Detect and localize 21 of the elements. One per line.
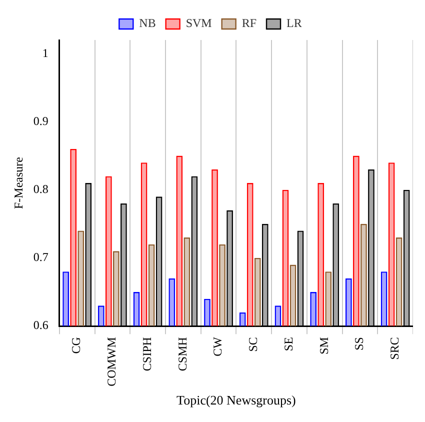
x-tick-label: SS [352,337,366,350]
x-tick-label: COMWM [104,336,119,386]
y-tick-label: 0.6 [33,318,48,332]
legend-label: LR [286,16,302,30]
x-tick-label: CSMH [175,336,190,372]
x-tick-label: SE [281,337,296,352]
x-tick-label: SM [316,336,331,354]
y-axis-title: F-Measure [11,157,26,210]
x-tick-label: CW [210,336,225,356]
x-axis-title: Topic(20 Newsgroups) [176,392,296,408]
y-tick-label: 0.7 [33,250,48,264]
x-tick-label: SC [246,337,260,352]
x-tick-label: SRC [387,337,402,360]
y-tick-label: 1 [42,46,48,60]
y-tick-label: 0.9 [33,114,48,128]
x-tick-label: CSIPH [140,336,154,372]
legend-label: NB [139,16,156,30]
legend-label: SVM [186,16,212,30]
y-tick-label: 0.8 [33,182,48,196]
legend-label: RF [242,16,257,30]
x-tick-label: CG [69,336,84,354]
